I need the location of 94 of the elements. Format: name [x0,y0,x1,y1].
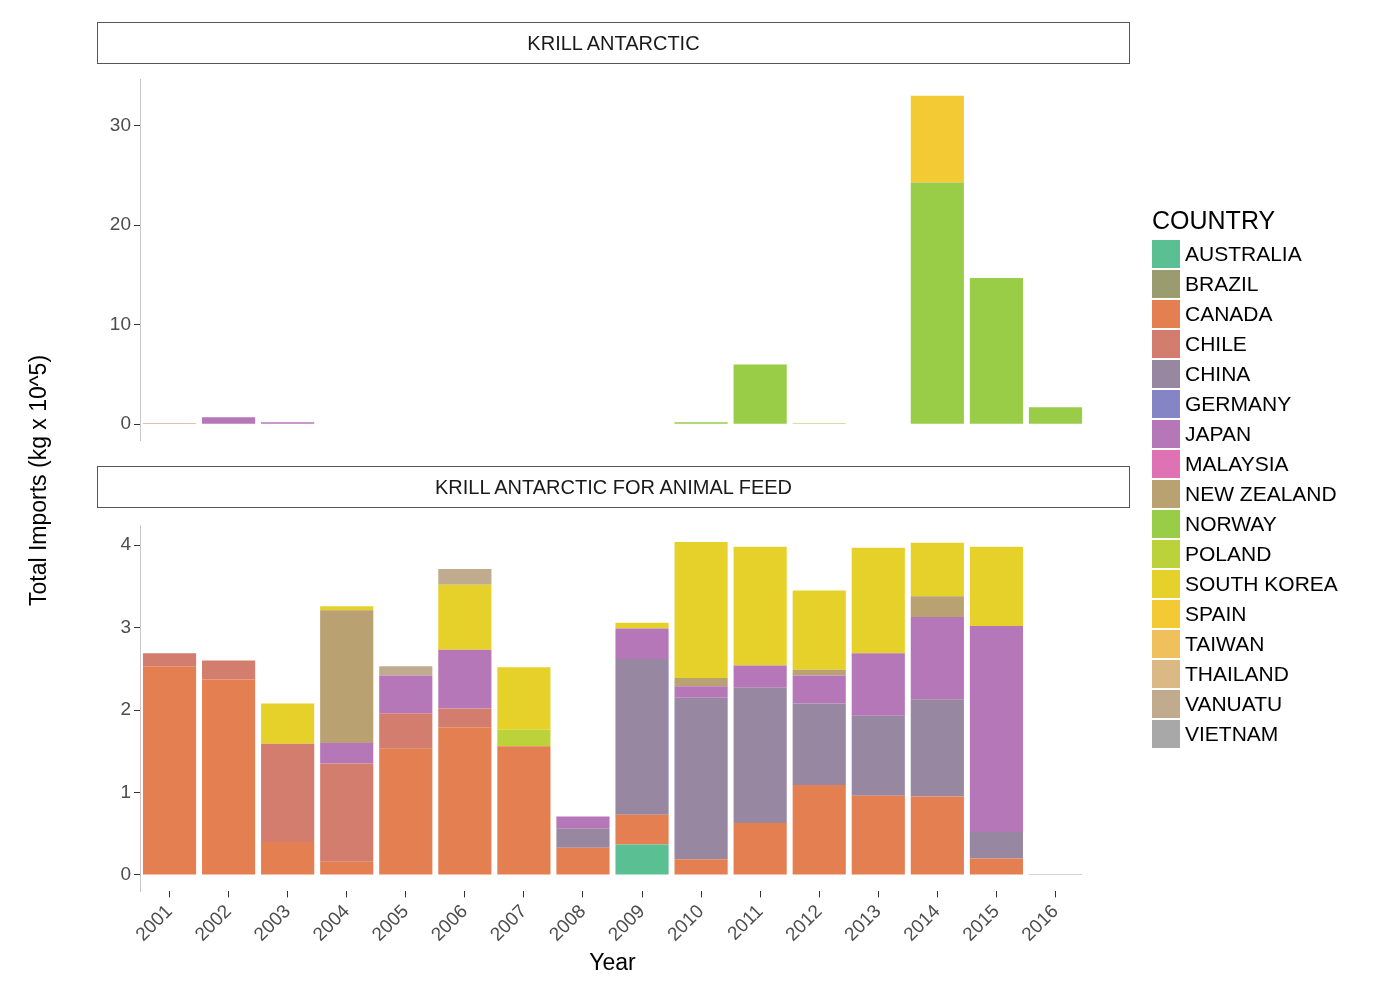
bar [261,703,315,744]
y-tick-label: 20 [109,213,131,235]
legend-label: THAILAND [1185,662,1289,686]
y-tick-label: 2 [120,698,131,720]
bar [379,748,433,875]
bar [438,569,492,585]
legend-label: VIETNAM [1185,722,1279,746]
bar [851,795,905,875]
bar [674,541,728,678]
legend-label: NORWAY [1185,512,1277,536]
bar [910,699,964,797]
bar [438,649,492,709]
bar [320,606,374,611]
bar [497,729,551,747]
legend-label: TAIWAN [1185,632,1265,656]
bar [969,832,1023,859]
bar [910,596,964,617]
bar [261,743,315,842]
legend-label: MALAYSIA [1185,452,1289,476]
bar [674,697,728,860]
legend-label: SPAIN [1185,602,1247,626]
bar [556,847,610,875]
bar [733,687,787,823]
bar [733,546,787,666]
y-tick-label: 0 [120,863,131,885]
bar [379,713,433,749]
bar [379,666,433,676]
bar [674,686,728,698]
legend-label: AUSTRALIA [1185,242,1302,266]
bar [792,675,846,704]
bar [851,547,905,654]
y-axis-title: Total Imports (kg x 10^5) [24,354,52,606]
legend-label: CHILE [1185,332,1247,356]
bar [910,796,964,875]
legend-label: POLAND [1185,542,1272,566]
bar [202,660,256,680]
chart-title: KRILL ANTARCTIC [97,22,1130,64]
y-tick-label: 0 [120,412,131,434]
bar [733,665,787,688]
legend-label: NEW ZEALAND [1185,482,1337,506]
bar [320,610,374,744]
bar [910,95,964,183]
bar [320,861,374,875]
bar [615,844,669,875]
y-tick-label: 1 [120,780,131,802]
bar [792,590,846,670]
chart-title: KRILL ANTARCTIC FOR ANIMAL FEED [97,466,1130,508]
bar [497,667,551,730]
y-tick-label: 10 [109,312,131,334]
bar [497,746,551,875]
bar [969,858,1023,875]
legend-label: JAPAN [1185,422,1252,446]
bar [910,542,964,597]
bar [969,277,1023,424]
bar [910,182,964,424]
bar [379,675,433,714]
bar [615,658,669,815]
legend-label: VANUATU [1185,692,1283,716]
bar [556,816,610,829]
bar [1028,407,1083,424]
bar [202,417,256,424]
bar [733,822,787,875]
legend-label: CANADA [1185,302,1273,326]
bar [261,841,315,875]
bar [733,364,787,424]
legend-label: CHINA [1185,362,1251,386]
bar [320,763,374,862]
bar [320,743,374,764]
bar [556,828,610,848]
bar [910,616,964,700]
legend-label: GERMANY [1185,392,1292,416]
bar [851,653,905,716]
bar [615,628,669,659]
bar [792,785,846,875]
bar [969,546,1023,626]
bar [142,666,197,875]
bar [438,727,492,875]
legend-label: SOUTH KOREA [1185,572,1338,596]
legend-title: COUNTRY [1152,206,1277,235]
bar [142,653,197,667]
legend-label: BRAZIL [1185,272,1259,296]
bar [674,677,728,687]
y-tick-label: 4 [120,533,132,555]
bar [438,708,492,728]
y-tick-label: 3 [120,615,131,637]
bar [969,625,1023,833]
x-axis-title: Year [589,948,637,975]
y-tick-label: 30 [109,113,131,135]
bar [438,584,492,650]
bar [792,703,846,786]
bar [615,814,669,845]
bar [674,859,728,875]
bar [202,679,256,875]
bar [851,715,905,796]
